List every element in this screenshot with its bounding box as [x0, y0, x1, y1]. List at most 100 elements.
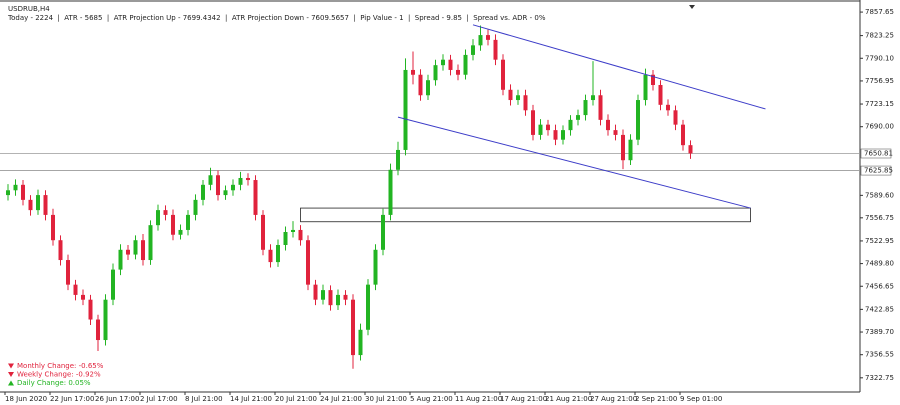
- candle-body: [21, 184, 25, 200]
- candle-body: [433, 65, 438, 81]
- chart-title: USDRUB,H4: [8, 5, 50, 13]
- candle-body: [471, 45, 475, 55]
- candle-body: [58, 240, 63, 261]
- y-tick-label: 7756.95: [865, 77, 894, 85]
- y-tick-label: 7790.10: [865, 54, 894, 62]
- candle-body: [441, 59, 445, 66]
- candle-body: [418, 74, 423, 96]
- candle-body: [463, 54, 468, 75]
- price-label: 7650.81: [864, 150, 893, 158]
- candle-body: [51, 214, 55, 241]
- candle-body: [576, 115, 580, 120]
- candle-body: [358, 329, 363, 356]
- x-tick-label: 9 Sep 01:00: [680, 395, 722, 403]
- y-tick-label: 7322.75: [865, 374, 894, 382]
- candle-body: [208, 175, 213, 185]
- candle-body: [568, 119, 573, 131]
- price-label-box: [860, 148, 892, 159]
- x-tick-label: 11 Aug 21:00: [455, 395, 502, 403]
- candle-body: [261, 214, 265, 250]
- candle-body: [343, 294, 348, 300]
- y-tick-label: 7422.85: [865, 305, 894, 313]
- chart-subtitle: Today - 2224 | ATR - 5685 | ATR Projecti…: [7, 14, 546, 22]
- y-tick-label: 7489.80: [865, 260, 894, 268]
- candle-body: [36, 195, 40, 211]
- candle-body: [88, 299, 93, 320]
- candle-body: [681, 124, 685, 146]
- candle-body: [276, 244, 280, 263]
- x-tick-label: 8 Jul 21:00: [185, 395, 223, 403]
- candle-body: [621, 134, 625, 161]
- stat-arrow: [8, 363, 14, 369]
- stat-label: Weekly Change: -0.92%: [17, 371, 101, 379]
- candle-body: [501, 59, 505, 90]
- candle-body: [381, 214, 385, 250]
- x-tick-label: 17 Aug 21:00: [500, 395, 547, 403]
- candle-body: [613, 130, 618, 135]
- candle-body: [238, 177, 243, 185]
- candle-body: [13, 184, 18, 191]
- candle-body: [583, 100, 588, 116]
- candle-body: [561, 130, 565, 140]
- candle-body: [186, 214, 190, 230]
- y-tick-label: 7857.65: [865, 8, 894, 16]
- candle-body: [291, 229, 295, 233]
- candle-body: [636, 100, 640, 140]
- candle-body: [478, 35, 483, 46]
- candle-body: [426, 80, 430, 96]
- candle-body: [456, 69, 460, 75]
- candle-body: [178, 229, 183, 235]
- candle-body: [298, 229, 303, 241]
- candle-body: [411, 69, 415, 75]
- candle-body: [43, 195, 48, 215]
- x-tick-label: 26 Jun 17:00: [95, 395, 139, 403]
- candle-body: [103, 299, 108, 341]
- candle-body: [366, 284, 370, 330]
- y-tick-label: 7389.70: [865, 328, 894, 336]
- candle-body: [651, 74, 655, 85]
- candle-body: [351, 299, 355, 356]
- y-tick-label: 7356.55: [865, 351, 894, 359]
- candle-body: [666, 104, 670, 111]
- candle-body: [628, 139, 633, 161]
- candle-body: [223, 190, 228, 196]
- candle-body: [598, 95, 603, 120]
- candle-body: [516, 95, 520, 101]
- y-tick-label: 7589.60: [865, 191, 894, 199]
- candle-body: [336, 294, 340, 306]
- x-tick-label: 27 Aug 21:00: [590, 395, 637, 403]
- candle-body: [538, 124, 543, 135]
- candle-body: [81, 294, 85, 300]
- x-tick-label: 5 Aug 21:00: [410, 395, 453, 403]
- price-label-box: [860, 165, 892, 176]
- candle-body: [673, 110, 678, 125]
- candle-body: [546, 124, 550, 131]
- candle-body: [246, 177, 250, 181]
- candle-body: [253, 180, 258, 215]
- x-tick-label: 2 Sep 21:00: [635, 395, 677, 403]
- x-tick-label: 14 Jul 21:00: [230, 395, 272, 403]
- y-tick-label: 7556.75: [865, 214, 894, 222]
- candle-body: [448, 59, 453, 70]
- stat-label: Daily Change: 0.05%: [17, 379, 91, 387]
- candle-body: [283, 232, 288, 245]
- candle-body: [171, 214, 175, 235]
- candle-body: [133, 240, 138, 255]
- candle-body: [193, 199, 198, 215]
- candle-body: [216, 175, 220, 196]
- candle-body: [643, 74, 648, 101]
- x-tick-label: 20 Jul 21:00: [275, 395, 317, 403]
- price-label: 7625.85: [864, 167, 893, 175]
- candle-body: [306, 240, 310, 285]
- candle-body: [28, 199, 33, 211]
- candle-body: [73, 284, 78, 295]
- stat-label: Monthly Change: -0.65%: [17, 362, 104, 370]
- candle-body: [553, 130, 558, 140]
- x-tick-label: 2 Jul 17:00: [140, 395, 178, 403]
- candle-body: [156, 210, 160, 226]
- candle-body: [486, 35, 490, 40]
- candle-body: [508, 89, 513, 101]
- x-tick-label: 24 Jul 21:00: [320, 395, 362, 403]
- candle-body: [163, 210, 168, 215]
